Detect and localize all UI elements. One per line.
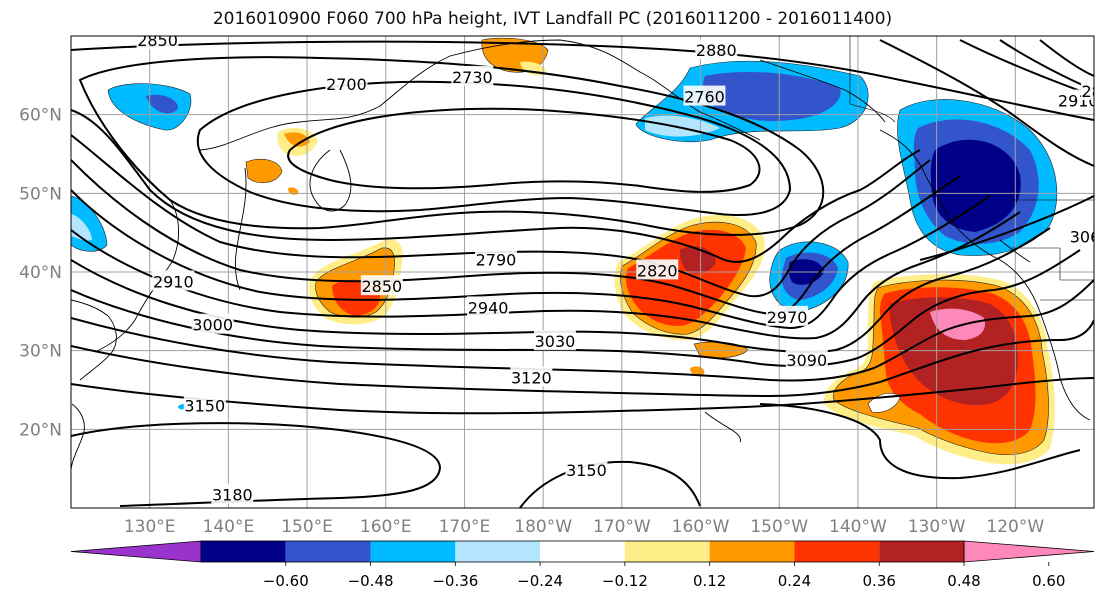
contour-label-halo — [360, 275, 403, 296]
colorbar-segment — [455, 541, 541, 562]
shade-pos-160w-red — [626, 229, 746, 326]
colorbar: −0.60 −0.48 −0.36 −0.24 −0.12 0.12 0.24 0.36 0.4… — [70, 540, 1095, 590]
contour-label: 3180 — [212, 486, 253, 505]
ivt-shading — [71, 37, 1058, 465]
colorbar-tick-label: 0.36 — [863, 572, 896, 590]
contour-label: 3060 — [1070, 228, 1105, 247]
contour-label-halo — [211, 483, 254, 504]
colorbar-tick-label: −0.36 — [432, 572, 478, 590]
latitude-tick-labels: 60°N 50°N 40°N 30°N 20°N — [19, 106, 62, 441]
lon-tick-label: 130°E — [124, 517, 176, 537]
contour-label: 2820 — [637, 261, 678, 280]
contour-label: 2970 — [767, 308, 808, 327]
contour-label-halo — [191, 313, 234, 334]
colorbar-tick-label: 0.60 — [1032, 572, 1065, 590]
colorbar-outline — [200, 540, 965, 563]
lon-tick-label: 180°W — [514, 517, 572, 537]
contour-label-halo — [152, 270, 195, 291]
lat-tick-label: 30°N — [19, 342, 62, 362]
map-title: 2016010900 F060 700 hPa height, IVT Land… — [212, 9, 893, 29]
contour-label-halo — [533, 330, 576, 351]
colorbar-tick-label: −0.24 — [517, 572, 563, 590]
contour-label-halo — [636, 259, 679, 280]
contour-label: 2730 — [452, 68, 493, 87]
shade-pos-kam2 — [245, 159, 283, 184]
lat-tick-label: 40°N — [19, 263, 62, 283]
graticule — [71, 36, 1094, 508]
lon-tick-label: 160°W — [672, 517, 730, 537]
colorbar-tick-label: −0.12 — [602, 572, 648, 590]
contour-label: 2850 — [137, 31, 178, 50]
contour-label-halo — [136, 36, 179, 49]
contour-label-halo — [695, 39, 738, 60]
contour-label-halo — [785, 349, 828, 370]
lon-tick-label: 170°E — [439, 517, 491, 537]
lon-tick-label: 170°W — [593, 517, 651, 537]
lon-tick-label: 150°W — [750, 517, 808, 537]
axes-frame — [70, 35, 1095, 509]
contour-label: 2700 — [326, 75, 367, 94]
contour-label: 2760 — [684, 88, 725, 107]
contour-label: 3150 — [566, 461, 607, 480]
longitude-tick-labels: 130°E 140°E 150°E 160°E 170°E 180°W 170°W 160°W… — [124, 517, 1045, 537]
lat-tick-label: 50°N — [19, 184, 62, 204]
colorbar-tick-label: 0.24 — [778, 572, 811, 590]
shade-neg-alaska-mid — [703, 72, 841, 122]
colorbar-extend-low — [70, 540, 202, 563]
colorbar-segment — [624, 541, 710, 562]
lon-tick-label: 150°E — [281, 517, 333, 537]
colorbar-tick-label: −0.48 — [348, 572, 394, 590]
colorbar-extend-high — [963, 540, 1095, 563]
colorbar-tick-label: 0.48 — [947, 572, 980, 590]
lon-tick-label: 140°W — [829, 517, 887, 537]
contour-label-halo — [183, 394, 226, 415]
lat-tick-label: 20°N — [19, 420, 62, 440]
contour-label: 3090 — [786, 351, 827, 370]
contour-label-halo — [1069, 225, 1094, 246]
shade-neg-gulf-core — [930, 139, 1021, 232]
colorbar-segment — [879, 541, 964, 562]
contour-label: 2910 — [153, 272, 194, 291]
colorbar-segment — [285, 541, 371, 562]
colorbar-tick-label: −0.60 — [263, 572, 309, 590]
contour-label-halo — [467, 296, 510, 317]
contour-label-halo — [565, 459, 608, 480]
contour-label-halo — [474, 248, 517, 269]
lon-tick-label: 160°E — [360, 517, 412, 537]
contour-label-halo — [510, 366, 553, 387]
colorbar-segment — [709, 541, 795, 562]
contour-labels: 2850288027302700276029102880279028202910… — [136, 31, 1105, 505]
lon-tick-label: 130°W — [908, 517, 966, 537]
borders — [849, 36, 1094, 301]
contour-label: 2850 — [361, 277, 402, 296]
contour-label: 3150 — [184, 397, 225, 416]
contour-label: 3000 — [192, 316, 233, 335]
contour-label-halo — [683, 85, 726, 106]
colorbar-segment — [370, 541, 456, 562]
lon-tick-label: 140°E — [203, 517, 255, 537]
contour-label: 2940 — [468, 298, 509, 317]
shade-pos-kam1-core — [284, 132, 310, 147]
colorbar-segment — [201, 541, 286, 562]
contour-label: 2880 — [1082, 82, 1105, 101]
colorbar-segment — [540, 541, 625, 562]
shade-neg-nw-core — [146, 94, 178, 114]
lat-tick-label: 60°N — [19, 106, 62, 126]
contour-label: 3120 — [511, 368, 552, 387]
shade-pos-coast-core — [930, 308, 986, 340]
lon-tick-label: 120°W — [986, 517, 1044, 537]
contour-label-halo — [451, 65, 494, 86]
colorbar-segment — [794, 541, 880, 562]
contour-label-halo — [766, 305, 809, 326]
contour-label-halo — [325, 72, 368, 93]
contour-label: 3030 — [535, 332, 576, 351]
contour-label: 2880 — [696, 41, 737, 60]
colorbar-tick-label: 0.12 — [693, 572, 726, 590]
contour-label: 2790 — [476, 250, 517, 269]
contour-label-halo — [1080, 80, 1094, 101]
